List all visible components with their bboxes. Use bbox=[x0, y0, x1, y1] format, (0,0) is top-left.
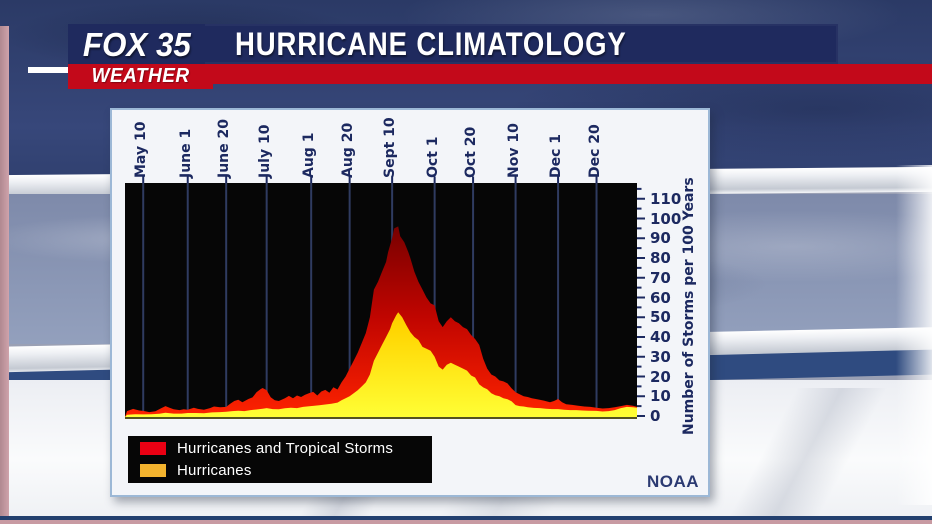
station-logo-text: FOX 35 bbox=[82, 25, 191, 63]
banner-red-stripe bbox=[68, 64, 932, 84]
y-tick-label: 0 bbox=[650, 407, 661, 425]
chart-legend: Hurricanes and Tropical Storms Hurricane… bbox=[128, 436, 432, 483]
legend-label: Hurricanes bbox=[177, 462, 252, 479]
x-tick-label: Sept 10 bbox=[382, 117, 399, 178]
weather-brand-bar: WEATHER bbox=[68, 64, 213, 89]
y-tick-label: 70 bbox=[650, 268, 671, 287]
hurricane-climatology-chart bbox=[125, 176, 645, 419]
x-tick-label: Dec 20 bbox=[586, 124, 603, 178]
x-tick-label: Oct 20 bbox=[463, 126, 480, 178]
y-tick-label: 40 bbox=[650, 328, 671, 346]
x-tick-label: July 10 bbox=[256, 124, 273, 178]
x-tick-label: June 1 bbox=[177, 128, 194, 178]
noaa-credit: NOAA bbox=[646, 472, 699, 491]
screen-edge-bottom-line bbox=[0, 516, 932, 520]
legend-item-tropical-storms: Hurricanes and Tropical Storms bbox=[128, 439, 432, 458]
screen-edge-bottom bbox=[0, 520, 932, 524]
x-tick-label: Aug 20 bbox=[339, 122, 356, 178]
legend-label: Hurricanes and Tropical Storms bbox=[177, 440, 394, 457]
legend-swatch-red bbox=[140, 442, 166, 455]
x-tick-label: Aug 1 bbox=[301, 132, 318, 178]
x-tick-label: Dec 1 bbox=[548, 133, 565, 178]
y-tick-label: 100 bbox=[650, 209, 682, 228]
climatology-chart-panel: May 10 June 1 June 20 July 10 Aug 1 Aug 20 Sep… bbox=[110, 108, 710, 497]
x-tick-label: Nov 10 bbox=[505, 123, 522, 178]
y-tick-label: 50 bbox=[650, 308, 671, 327]
page-title: HURRICANE CLIMATOLOGY bbox=[235, 25, 627, 62]
y-tick-label: 20 bbox=[650, 367, 671, 386]
x-tick-label: June 20 bbox=[216, 119, 233, 178]
station-logo: FOX 35 bbox=[68, 24, 205, 65]
legend-item-hurricanes: Hurricanes bbox=[128, 461, 432, 480]
x-tick-label: Oct 1 bbox=[424, 136, 441, 178]
y-tick-label: 80 bbox=[650, 249, 671, 267]
y-tick-label: 90 bbox=[650, 229, 671, 248]
y-tick-label: 30 bbox=[650, 347, 671, 366]
y-tick-label: 10 bbox=[650, 387, 671, 406]
legend-swatch-yellow bbox=[140, 464, 166, 477]
x-tick-label: May 10 bbox=[133, 121, 150, 178]
y-axis-title: Number of Storms per 100 Years bbox=[681, 177, 697, 435]
weather-brand-label: WEATHER bbox=[91, 65, 190, 87]
screen-edge-left bbox=[0, 26, 9, 524]
studio-right-glare bbox=[896, 165, 932, 505]
banner-accent-dash bbox=[28, 67, 68, 73]
y-tick-label: 110 bbox=[650, 189, 682, 208]
y-tick-label: 60 bbox=[650, 288, 671, 307]
